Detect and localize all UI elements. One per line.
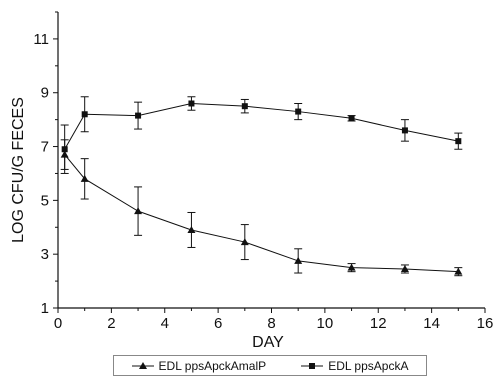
y-tick-label: 11: [33, 31, 49, 48]
x-tick-label: 4: [161, 315, 169, 332]
data-point: [135, 112, 142, 119]
data-point: [454, 267, 463, 275]
legend-label-series-2: EDL ppsApckA: [328, 358, 409, 373]
x-tick-label: 6: [214, 315, 222, 332]
x-tick-label: 16: [477, 315, 493, 332]
data-point: [241, 103, 248, 110]
data-point: [61, 146, 68, 153]
x-tick-label: 14: [423, 315, 440, 332]
x-tick-label: 10: [317, 315, 334, 332]
y-tick-label: 7: [41, 139, 49, 156]
series-line: [64, 154, 459, 273]
series-2: [60, 96, 463, 174]
square-marker-icon: [301, 362, 324, 369]
series-layer: [60, 96, 463, 277]
data-point: [188, 100, 195, 107]
x-axis-title: DAY: [252, 334, 284, 351]
y-tick-label: 3: [41, 246, 49, 263]
data-point: [240, 238, 249, 246]
data-point: [400, 264, 409, 272]
x-tick-label: 2: [107, 315, 115, 332]
data-point: [347, 263, 356, 271]
y-tick-label: 1: [41, 300, 49, 317]
y-axis-title: LOG CFU/G FECES: [10, 97, 27, 243]
y-tick-label: 5: [41, 192, 49, 209]
series-1: [60, 139, 463, 277]
legend-label-series-1: EDL ppsApckAmalP: [158, 358, 267, 373]
data-point: [134, 207, 143, 215]
legend-item-series-1: EDL ppsApckAmalP: [131, 358, 267, 373]
data-point: [455, 138, 462, 145]
x-tick-label: 12: [370, 315, 387, 332]
series-line: [64, 102, 459, 150]
x-tick-label: 0: [54, 315, 62, 332]
data-point: [80, 174, 89, 182]
data-point: [348, 115, 355, 122]
data-point: [295, 108, 302, 115]
axes: [57, 12, 485, 309]
legend: EDL ppsApckAmalP EDL ppsApckA: [113, 355, 427, 376]
triangle-marker-icon: [131, 361, 154, 369]
y-tick-label: 9: [41, 85, 49, 102]
x-tick-label: 8: [267, 315, 275, 332]
legend-item-series-2: EDL ppsApckA: [301, 359, 408, 373]
data-point: [401, 127, 408, 134]
data-point: [81, 111, 88, 118]
data-point: [187, 225, 196, 233]
axis-ticks: 0 2 4 6 8 10 12 14 16 1 3 5 7 9 11: [33, 11, 493, 332]
data-point: [294, 256, 303, 264]
